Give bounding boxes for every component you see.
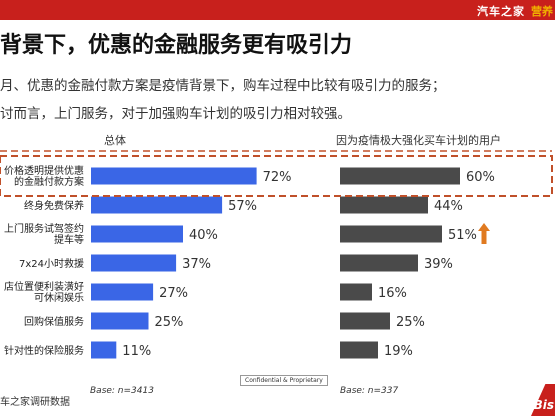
left-bar-6	[91, 341, 117, 359]
description-line-2: 讨而言，上门服务，对于加强购车计划的吸引力相对较强。	[0, 106, 351, 122]
category-label-5: 回购保值服务	[24, 315, 84, 328]
left-bar-2	[91, 225, 183, 243]
right-bar-0	[340, 167, 460, 185]
left-bar-3	[91, 254, 177, 272]
left-chart-title: 总体	[104, 134, 126, 147]
up-arrow-icon	[478, 223, 490, 244]
left-value-label-6: 11%	[122, 344, 151, 359]
left-value-label-5: 25%	[155, 315, 184, 330]
category-label-0-line-0: 价格透明提供优惠	[4, 164, 84, 177]
right-value-label-2: 51%	[448, 228, 477, 243]
highlight-box	[0, 155, 553, 197]
left-value-label-3: 37%	[182, 257, 211, 272]
source-note: 车之家调研数据	[0, 397, 70, 408]
slide-title: 背景下，优惠的金融服务更有吸引力	[0, 33, 353, 58]
confidential-label: Confidential & Proprietary	[240, 375, 328, 386]
right-value-label-1: 44%	[434, 199, 463, 214]
right-bar-1	[340, 196, 428, 214]
brand-tag: 营养	[531, 5, 553, 18]
top-bar	[0, 0, 555, 20]
category-label-1: 终身免费保养	[24, 199, 84, 212]
left-bar-1	[91, 196, 223, 214]
brand-name: 汽车之家	[477, 5, 525, 18]
right-value-label-3: 39%	[424, 257, 453, 272]
right-bar-6	[340, 341, 378, 359]
left-bar-0	[91, 167, 257, 185]
category-label-4-line-1: 可休闲娱乐	[34, 291, 84, 304]
category-label-2-line-1: 提车等	[54, 233, 84, 246]
description-line-1: 月、优惠的金融付款方案是疫情背景下，购车过程中比较有吸引力的服务；	[0, 78, 446, 94]
right-bar-2	[340, 225, 442, 243]
right-value-label-0: 60%	[466, 170, 495, 185]
base-right: Base: n=337	[340, 386, 399, 396]
right-chart-title: 因为疫情极大强化买车计划的用户	[336, 134, 501, 147]
corner-logo-text: Bis	[533, 398, 554, 412]
left-value-label-4: 27%	[159, 286, 188, 301]
left-bar-4	[91, 283, 154, 301]
left-value-label-2: 40%	[189, 228, 218, 243]
left-bar-5	[91, 312, 149, 330]
left-value-label-1: 57%	[228, 199, 257, 214]
category-label-2-line-0: 上门服务试驾签约	[4, 222, 84, 235]
right-value-label-5: 25%	[396, 315, 425, 330]
category-label-4-line-0: 店位置便利装潢好	[4, 280, 84, 293]
left-value-label-0: 72%	[263, 170, 292, 185]
right-value-label-4: 16%	[378, 286, 407, 301]
category-label-3: 7x24小时救援	[19, 257, 84, 270]
right-bar-4	[340, 283, 372, 301]
base-left: Base: n=3413	[90, 386, 154, 396]
right-bar-3	[340, 254, 418, 272]
right-value-label-6: 19%	[384, 344, 413, 359]
category-label-6: 针对性的保险服务	[4, 344, 84, 357]
category-label-0-line-1: 的金融付款方案	[14, 175, 84, 188]
right-bar-5	[340, 312, 390, 330]
